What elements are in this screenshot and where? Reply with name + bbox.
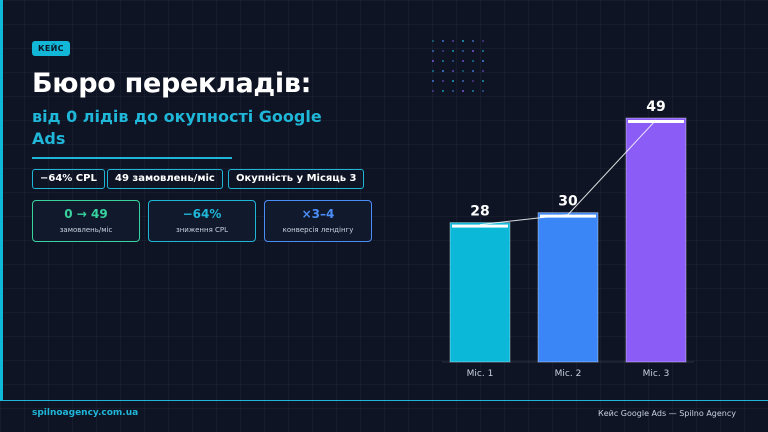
kpi-value-cpl: −64%	[182, 207, 222, 221]
kpi-value-conversion: ×3–4	[301, 207, 335, 221]
decorative-dot	[472, 90, 474, 92]
kpi-value-orders: 0 → 49	[64, 207, 108, 221]
decorative-dot	[432, 70, 434, 72]
decorative-dot	[472, 50, 474, 52]
category-label-1: Міс. 1	[467, 369, 494, 379]
decorative-dot	[452, 90, 454, 92]
decorative-dot	[432, 60, 434, 62]
bar-cap-2	[540, 214, 596, 218]
decorative-dot	[462, 80, 464, 82]
kpi-label-cpl: зниження CPL	[175, 226, 229, 234]
decorative-dot	[472, 60, 474, 62]
decorative-dot	[482, 70, 484, 72]
footer-website: spilnoagency.com.ua	[32, 408, 139, 418]
bar-1	[449, 222, 511, 363]
decorative-dot	[482, 90, 484, 92]
decorative-dot	[452, 60, 454, 62]
decorative-dot	[432, 80, 434, 82]
decorative-dot	[432, 40, 434, 42]
decorative-dot	[442, 60, 444, 62]
title-divider	[32, 157, 232, 159]
decorative-dot	[462, 60, 464, 62]
kpi-card-conversion: ×3–4 конверсія лендінгу	[264, 200, 372, 242]
decorative-dot	[472, 80, 474, 82]
bar-cap-3	[628, 120, 684, 123]
chip-cpl: −64% CPL	[32, 169, 105, 189]
decorative-dot	[482, 80, 484, 82]
bar-cap-1	[452, 224, 508, 228]
decorative-dot	[452, 40, 454, 42]
bar-value-label-2: 30	[558, 194, 578, 210]
decorative-dot	[482, 60, 484, 62]
kpi-card-orders: 0 → 49 замовлень/міс	[32, 200, 140, 242]
slide-subtitle: від 0 лідів до окупності Google Ads	[32, 107, 322, 148]
decorative-dot	[452, 80, 454, 82]
decorative-dot	[442, 70, 444, 72]
decorative-dot	[482, 40, 484, 42]
bar-value-label-3: 49	[646, 99, 665, 115]
chip-payback: Окупність у Місяць 3	[228, 169, 365, 189]
decorative-dot	[432, 50, 434, 52]
category-label-3: Міс. 3	[643, 369, 670, 379]
category-label-2: Міс. 2	[555, 369, 582, 379]
footer-divider	[0, 400, 768, 401]
decorative-dot	[442, 50, 444, 52]
decorative-dot	[452, 70, 454, 72]
trend-line	[479, 119, 657, 226]
decorative-dot	[442, 40, 444, 42]
left-accent-bar	[0, 0, 3, 400]
footer-caption: Кейс Google Ads — Spilno Agency	[598, 409, 736, 418]
decorative-dot	[462, 40, 464, 42]
decorative-dot	[472, 40, 474, 42]
decorative-dot	[462, 90, 464, 92]
decorative-dot	[442, 90, 444, 92]
decorative-dot	[482, 50, 484, 52]
bar-2	[537, 212, 599, 363]
chip-orders: 49 замовлень/міс	[107, 169, 223, 189]
kpi-label-orders: замовлень/міс	[59, 226, 113, 234]
decorative-dot	[462, 50, 464, 52]
bar-3	[625, 117, 687, 363]
bar-value-label-1: 28	[470, 204, 489, 220]
decorative-dot	[462, 70, 464, 72]
decorative-dot	[442, 80, 444, 82]
kpi-label-conversion: конверсія лендінгу	[282, 226, 354, 234]
case-badge: КЕЙС	[32, 41, 70, 56]
decorative-dot	[472, 70, 474, 72]
decorative-dot	[452, 50, 454, 52]
decorative-dot	[432, 90, 434, 92]
kpi-card-cpl: −64% зниження CPL	[148, 200, 256, 242]
slide-title: Бюро перекладів:	[32, 68, 312, 99]
